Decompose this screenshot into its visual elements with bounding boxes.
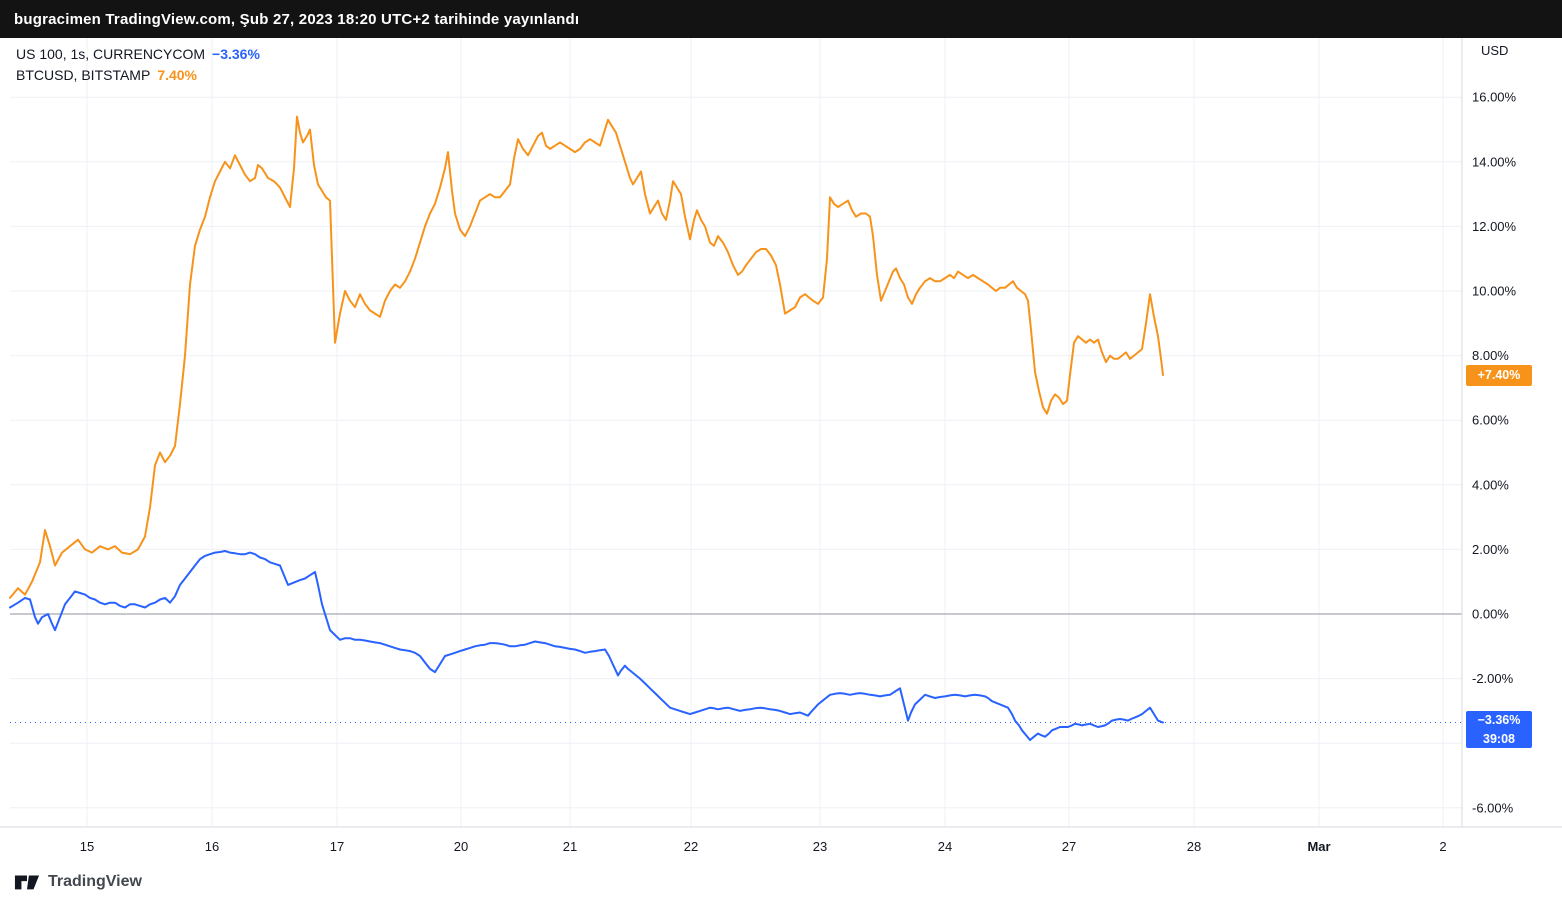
time-axis-label: 20 — [454, 839, 468, 854]
btc-last-value: +7.40% — [1477, 368, 1521, 382]
time-axis-label: 24 — [938, 839, 952, 854]
time-axis-label: 27 — [1062, 839, 1076, 854]
series-line-us100[interactable] — [9, 550, 1164, 741]
btc-last-value-badge[interactable]: +7.40% — [1466, 365, 1532, 386]
series-line-btcusd[interactable] — [9, 115, 1164, 599]
price-axis-label: 8.00% — [1472, 348, 1509, 363]
tradingview-logo[interactable]: TradingView — [14, 869, 142, 895]
time-axis-label: 15 — [80, 839, 94, 854]
price-axis-label: 4.00% — [1472, 477, 1509, 492]
time-axis-label: Mar — [1307, 839, 1330, 854]
legend-item-btcusd[interactable]: BTCUSD, BITSTAMP 7.40% — [16, 65, 260, 86]
legend-item-us100[interactable]: US 100, 1s, CURRENCYCOM −3.36% — [16, 44, 260, 65]
legend-symbol: US 100, 1s, CURRENCYCOM — [16, 46, 206, 62]
price-axis-label: 14.00% — [1472, 154, 1517, 169]
publish-bar: bugracimen TradingView.com, Şub 27, 2023… — [0, 0, 1562, 38]
time-axis-label: 28 — [1187, 839, 1201, 854]
price-axis-label: 16.00% — [1472, 90, 1517, 105]
tradingview-logo-icon — [14, 875, 40, 890]
price-axis-label: 6.00% — [1472, 413, 1509, 428]
time-axis-label: 2 — [1439, 839, 1446, 854]
tradingview-brand-text: TradingView — [48, 873, 142, 890]
time-axis-label: 16 — [205, 839, 219, 854]
us100-last-value-badge[interactable]: −3.36% 39:08 — [1466, 711, 1532, 748]
price-axis-label: 2.00% — [1472, 542, 1509, 557]
price-axis-label: -6.00% — [1472, 800, 1514, 815]
publish-title: bugracimen TradingView.com, Şub 27, 2023… — [14, 10, 580, 28]
time-axis-label: 22 — [684, 839, 698, 854]
us100-last-value: −3.36% — [1477, 713, 1521, 727]
time-axis-label: 17 — [330, 839, 344, 854]
time-axis-label: 23 — [813, 839, 827, 854]
price-axis-label: 12.00% — [1472, 219, 1517, 234]
legend-change: 7.40% — [157, 67, 198, 83]
price-axis-currency-label: USD — [1481, 43, 1509, 58]
time-axis-label: 21 — [563, 839, 577, 854]
legend-change: −3.36% — [212, 46, 260, 62]
price-axis-label: 0.00% — [1472, 607, 1509, 622]
price-axis-label: -2.00% — [1472, 671, 1514, 686]
chart-legend: US 100, 1s, CURRENCYCOM −3.36% BTCUSD, BI… — [16, 44, 260, 86]
us100-bar-countdown: 39:08 — [1483, 731, 1515, 746]
price-axis-label: 10.00% — [1472, 284, 1517, 299]
legend-symbol: BTCUSD, BITSTAMP — [16, 67, 151, 83]
